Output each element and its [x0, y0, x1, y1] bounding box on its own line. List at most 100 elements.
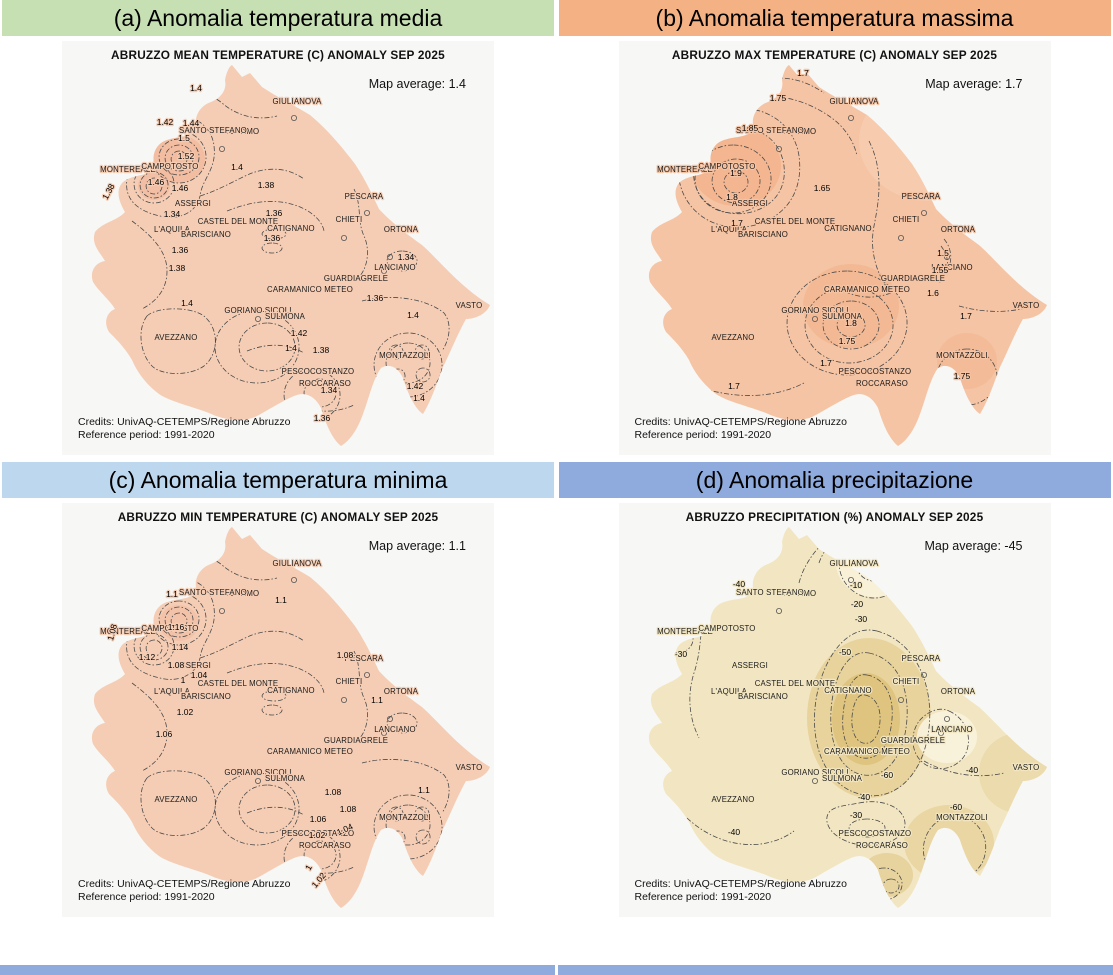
station-marker [811, 777, 818, 784]
city-label: ORTONA [384, 225, 419, 234]
contour-value-label: -60 [880, 770, 893, 780]
contour-line [804, 286, 893, 364]
city-label: TERAMO [225, 589, 260, 598]
panel-cell-a: (a) Anomalia temperatura media ABRUZZO M… [0, 0, 556, 462]
contour-line [388, 344, 404, 360]
station-marker [340, 234, 347, 241]
contour-line [170, 150, 188, 168]
contour-line [131, 682, 168, 772]
contour-line [226, 663, 325, 694]
map-title-a: ABRUZZO MEAN TEMPERATURE (C) ANOMALY SEP… [111, 48, 445, 62]
contour-value-label: 1.1 [371, 695, 383, 705]
contour-line [385, 804, 431, 846]
map-average-b: Map average: 1.7 [925, 77, 1023, 91]
city-label: SANTO STEFANO [736, 588, 804, 597]
contour-value-label: 1.4 [190, 83, 202, 93]
city-label: LANCIANO [931, 263, 972, 272]
city-label: TERAMO [781, 589, 816, 598]
contour-line [140, 308, 216, 374]
contour-value-label: 1.46 [172, 183, 189, 193]
city-label: MONTAZZOLI [936, 813, 988, 822]
contour-line [261, 690, 287, 702]
contour-value-label: 1.7 [731, 218, 743, 228]
city-label: PESCARA [345, 192, 384, 201]
city-label: CASTEL DEL MONTE [754, 679, 835, 688]
contour-value-label: 1.6 [927, 288, 939, 298]
contour-line [261, 704, 283, 716]
contour-value-label: 1.36 [314, 413, 331, 423]
contour-value-label: 1.5 [937, 248, 949, 258]
contour-value-label: 1.4 [413, 393, 425, 403]
contour-line [131, 220, 168, 310]
station-marker [290, 577, 297, 584]
city-label: ROCCARASO [299, 841, 351, 850]
contour-line [414, 806, 430, 822]
contour-value-label: -30 [854, 614, 867, 624]
city-label: PESCARA [901, 192, 940, 201]
contour-line [686, 817, 794, 845]
credits-a: Credits: UnivAQ-CETEMPS/Regione Abruzzo … [78, 416, 290, 442]
station-marker [380, 729, 387, 736]
city-label: CASTEL DEL MONTE [754, 217, 835, 226]
city-label: PESCOCOSTANZO [838, 367, 911, 376]
contour-line [943, 238, 951, 277]
city-label: SULMONA [822, 774, 863, 783]
contour-value-label: -30 [849, 810, 862, 820]
map-average-a: Map average: 1.4 [368, 77, 466, 91]
city-label: BARISCIANO [181, 692, 231, 701]
contour-line [414, 344, 430, 360]
contour-value-label: -40 [965, 765, 978, 775]
city-label: TERAMO [225, 127, 260, 136]
contour-value-label: 1.38 [313, 345, 330, 355]
contour-value-label: 1.34 [321, 385, 338, 395]
bottom-accent-bar-right [558, 965, 1113, 975]
station-marker [290, 115, 297, 122]
city-label: MONTEREALE [100, 627, 156, 636]
contour-value-label: 1.02 [309, 830, 326, 840]
reference-line: Reference period: 1991-2020 [78, 429, 215, 441]
contour-value-label: 1.08 [340, 804, 357, 814]
contour-line [938, 245, 948, 284]
city-label: ASSERGI [175, 199, 211, 208]
contour-line [158, 600, 200, 638]
station-marker [293, 552, 300, 559]
contour-line [296, 404, 355, 412]
contour-value-label: -20 [850, 599, 863, 609]
credits-c: Credits: UnivAQ-CETEMPS/Regione Abruzzo … [78, 878, 290, 904]
contour-value-label: 1.1 [166, 589, 178, 599]
panel-header-d: (d) Anomalia precipitazione [558, 462, 1111, 498]
contour-value-label: 1.36 [264, 233, 281, 243]
city-label: CAMPOTOSTO [698, 624, 755, 633]
contour-line [923, 760, 1004, 777]
contour-value-label: -50 [838, 647, 851, 657]
reference-line: Reference period: 1991-2020 [634, 891, 772, 903]
contour-line [868, 140, 891, 294]
credits-b: Credits: UnivAQ-CETEMPS/Regione Abruzzo … [635, 416, 847, 442]
station-marker [293, 90, 300, 97]
contour-line [246, 806, 305, 816]
city-label: VASTO [456, 301, 483, 310]
contour-value-label: 1.4 [231, 162, 243, 172]
map-title-d: ABRUZZO PRECIPITATION (%) ANOMALY SEP 20… [685, 510, 984, 524]
city-label: LANCIANO [374, 263, 415, 272]
contour-value-label: 1.08 [337, 650, 354, 660]
city-label: BARISCIANO [737, 230, 787, 239]
city-label: CASTEL DEL MONTE [198, 679, 279, 688]
contour-value-label: 1.65 [813, 183, 830, 193]
contour-value-label: 1.14 [172, 642, 189, 652]
contour-line [373, 794, 443, 860]
contour-line [848, 818, 885, 838]
city-label: PESCOCOSTANZO [282, 829, 355, 838]
credits-d: Credits: UnivAQ-CETEMPS/Regione Abruzzo … [635, 878, 847, 904]
contour-value-label: 1.08 [105, 623, 119, 642]
reference-line: Reference period: 1991-2020 [78, 891, 215, 903]
contour-line [385, 342, 431, 384]
panel-cell-d: (d) Anomalia precipitazione ABRUZZO PREC… [556, 462, 1113, 919]
contour-line [373, 332, 443, 398]
contour-value-label: 1.34 [398, 252, 415, 262]
contour-line [140, 770, 216, 836]
credits-line: Credits: UnivAQ-CETEMPS/Regione Abruzzo [634, 878, 847, 890]
figure-grid: (a) Anomalia temperatura media ABRUZZO M… [0, 0, 1113, 919]
